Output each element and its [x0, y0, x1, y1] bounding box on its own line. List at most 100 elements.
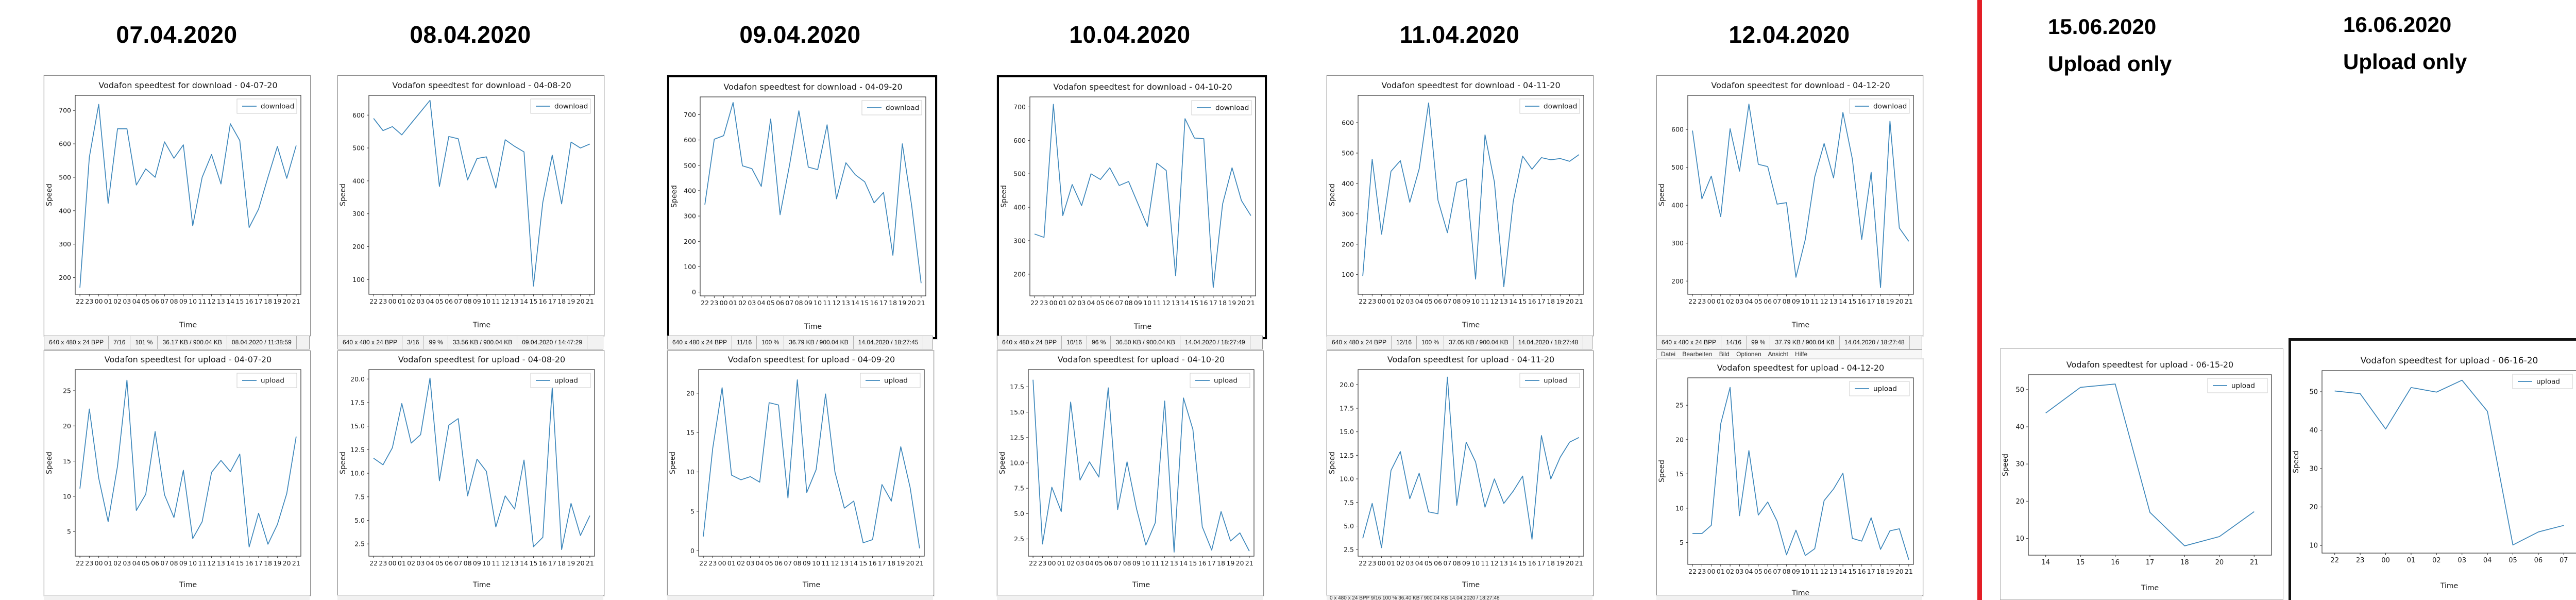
svg-text:07: 07: [160, 297, 168, 305]
svg-text:13: 13: [840, 559, 849, 567]
svg-text:19: 19: [567, 559, 575, 567]
svg-text:15: 15: [529, 559, 537, 567]
svg-text:download: download: [886, 104, 919, 112]
svg-text:01: 01: [1717, 568, 1725, 575]
svg-text:16: 16: [245, 297, 253, 305]
svg-text:21: 21: [1247, 299, 1255, 307]
svg-text:07: 07: [1443, 559, 1451, 567]
svg-text:18: 18: [264, 297, 272, 305]
upload-chart-window: Vodafon speedtest for upload - 04-12-20 5…: [1656, 359, 1923, 597]
svg-text:18: 18: [557, 559, 566, 567]
partial-status-strip: [1656, 595, 1922, 600]
svg-text:600: 600: [1671, 126, 1684, 134]
status-filesize: 36.17 KB / 900.04 KB: [158, 336, 227, 349]
svg-text:06: 06: [1764, 297, 1772, 305]
svg-text:08: 08: [1453, 297, 1461, 305]
svg-text:100: 100: [684, 263, 696, 271]
svg-text:23: 23: [1038, 559, 1046, 567]
status-index: 7/16: [109, 336, 131, 349]
svg-text:upload: upload: [261, 377, 284, 385]
svg-text:15.0: 15.0: [1010, 408, 1024, 416]
svg-text:10: 10: [2015, 535, 2024, 543]
svg-text:02: 02: [1068, 299, 1076, 307]
svg-text:30: 30: [2015, 461, 2024, 469]
svg-text:download: download: [554, 103, 588, 111]
svg-text:Time: Time: [472, 581, 490, 589]
svg-text:21: 21: [1905, 568, 1913, 575]
svg-text:Speed: Speed: [339, 452, 347, 474]
svg-text:22: 22: [76, 559, 84, 567]
svg-text:15: 15: [686, 429, 694, 437]
download-chart-window: Vodafon speedtest for download - 04-07-2…: [44, 75, 311, 336]
upload-chart-window: Vodafon speedtest for upload - 04-11-20 2…: [1327, 351, 1594, 596]
svg-text:00: 00: [1378, 559, 1386, 567]
svg-text:04: 04: [1745, 297, 1753, 305]
download-chart-window: Vodafon speedtest for download - 04-08-2…: [337, 75, 604, 336]
svg-text:300: 300: [684, 212, 696, 220]
viewer-status-bar: 640 x 480 x 24 BPP 12/16 100 % 37.05 KB …: [1327, 336, 1592, 349]
svg-text:50: 50: [2309, 388, 2318, 396]
svg-text:23: 23: [1368, 559, 1376, 567]
svg-text:03: 03: [1735, 568, 1743, 575]
svg-text:300: 300: [1342, 210, 1354, 218]
svg-text:22: 22: [1030, 299, 1039, 307]
svg-text:17: 17: [1537, 297, 1546, 305]
svg-text:09: 09: [1462, 559, 1470, 567]
svg-text:08: 08: [1453, 559, 1461, 567]
svg-text:16: 16: [539, 297, 547, 305]
svg-text:20: 20: [2309, 504, 2318, 511]
svg-text:10.0: 10.0: [350, 470, 365, 477]
svg-text:04: 04: [132, 559, 141, 567]
svg-text:17.5: 17.5: [1340, 404, 1354, 412]
svg-text:17: 17: [1208, 559, 1216, 567]
svg-text:Speed: Speed: [2002, 454, 2010, 476]
svg-text:22: 22: [369, 559, 378, 567]
viewer-menu-bar[interactable]: Datei Bearbeiten Bild Optionen Ansicht H…: [1656, 349, 1922, 359]
svg-text:09: 09: [1792, 297, 1800, 305]
svg-text:21: 21: [917, 299, 925, 307]
svg-text:08: 08: [793, 559, 802, 567]
svg-text:03: 03: [416, 297, 425, 305]
svg-text:15: 15: [529, 297, 537, 305]
svg-text:10: 10: [189, 297, 197, 305]
upload-chart-window: Vodafon speedtest for upload - 06-15-20 1…: [2000, 348, 2283, 600]
svg-text:08: 08: [1123, 559, 1131, 567]
svg-text:Speed: Speed: [1658, 184, 1666, 206]
svg-text:0: 0: [692, 288, 696, 296]
partial-status-strip: [44, 595, 310, 600]
svg-text:10: 10: [1142, 559, 1150, 567]
upload-chart: Vodafon speedtest for upload - 06-15-20 1…: [2002, 360, 2272, 592]
svg-text:12.5: 12.5: [350, 446, 365, 454]
svg-text:17: 17: [1867, 568, 1875, 575]
svg-text:11: 11: [821, 559, 829, 567]
svg-text:04: 04: [1415, 297, 1423, 305]
svg-text:25: 25: [63, 387, 71, 394]
svg-text:13: 13: [1829, 568, 1838, 575]
svg-text:400: 400: [684, 187, 696, 194]
svg-text:22: 22: [369, 297, 378, 305]
svg-text:300: 300: [1671, 239, 1684, 247]
svg-text:12: 12: [1161, 559, 1169, 567]
svg-text:11: 11: [1810, 297, 1819, 305]
svg-text:04: 04: [426, 559, 434, 567]
svg-text:15: 15: [1848, 297, 1856, 305]
svg-text:08: 08: [1783, 568, 1791, 575]
svg-text:13: 13: [511, 559, 519, 567]
svg-text:400: 400: [1671, 202, 1684, 209]
svg-text:Time: Time: [2440, 582, 2458, 590]
upload-chart-window: Vodafon speedtest for upload - 04-08-20 2…: [337, 351, 604, 596]
svg-text:10: 10: [1675, 504, 1684, 512]
svg-text:Time: Time: [1462, 321, 1480, 329]
svg-text:20: 20: [1238, 299, 1246, 307]
svg-text:12: 12: [208, 297, 216, 305]
svg-text:5.0: 5.0: [1014, 510, 1024, 518]
svg-text:200: 200: [1342, 240, 1354, 248]
svg-text:Speed: Speed: [45, 184, 54, 206]
svg-text:Vodafon speedtest for upload -: Vodafon speedtest for upload - 04-07-20: [105, 355, 272, 364]
svg-text:14: 14: [850, 559, 858, 567]
viewer-status-bar: 640 x 480 x 24 BPP 11/16 100 % 36.79 KB …: [667, 336, 933, 349]
svg-text:22: 22: [1688, 297, 1697, 305]
upload-chart-window: Vodafon speedtest for upload - 06-16-20 1…: [2289, 338, 2576, 600]
svg-text:15: 15: [1848, 568, 1856, 575]
